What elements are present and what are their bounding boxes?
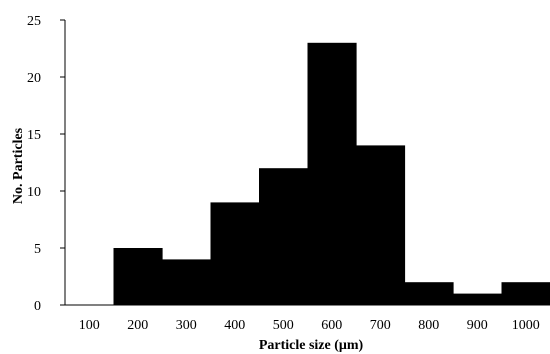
bar-400 — [210, 202, 260, 305]
bars-group — [113, 42, 550, 306]
x-tick-label-900: 900 — [467, 318, 488, 333]
bar-800 — [404, 282, 454, 305]
bar-300 — [162, 259, 212, 305]
y-tick-label: 15 — [27, 128, 41, 143]
y-axis-title: No. Particles — [11, 127, 26, 204]
y-tick-label: 20 — [27, 71, 41, 86]
x-tick-label-100: 100 — [79, 318, 100, 333]
bar-200 — [113, 248, 163, 305]
x-tick-label-400: 400 — [224, 318, 245, 333]
x-tick-label-700: 700 — [370, 318, 391, 333]
x-tick-label-200: 200 — [127, 318, 148, 333]
y-tick-label: 0 — [34, 299, 41, 314]
bar-1000 — [501, 282, 550, 305]
y-tick-label: 10 — [27, 185, 41, 200]
x-tick-label-300: 300 — [176, 318, 197, 333]
x-tick-label-1000: 1000 — [512, 318, 540, 333]
bar-700 — [356, 145, 406, 305]
y-tick-label: 5 — [34, 242, 41, 257]
y-tick-label: 25 — [27, 14, 41, 29]
y-ticks-group: 0 5 10 15 20 25 — [27, 14, 65, 314]
bar-500 — [259, 168, 309, 305]
bar-600 — [307, 42, 357, 306]
x-tick-label-600: 600 — [321, 318, 342, 333]
x-ticks-group: 100 200 300 400 500 600 700 800 900 1000 — [79, 318, 540, 333]
x-axis-title: Particle size (μm) — [259, 338, 364, 353]
x-tick-label-800: 800 — [418, 318, 439, 333]
bar-900 — [453, 293, 503, 305]
axes-group — [64, 20, 550, 306]
x-tick-label-500: 500 — [273, 318, 294, 333]
